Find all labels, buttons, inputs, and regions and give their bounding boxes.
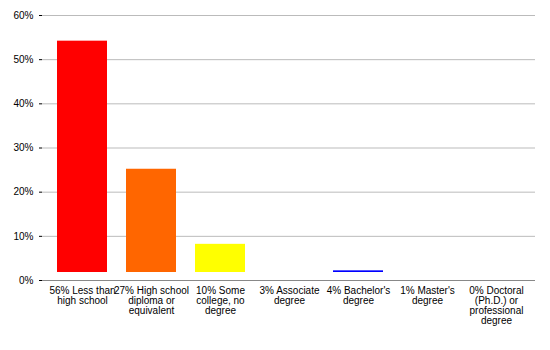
svg-text:10% Somecollege, nodegree: 10% Somecollege, nodegree [196, 285, 245, 316]
svg-text:1% Master'sdegree: 1% Master'sdegree [400, 285, 455, 306]
svg-text:27% High schooldiploma orequiv: 27% High schooldiploma orequivalent [114, 285, 189, 316]
svg-text:56% Less thanhigh school: 56% Less thanhigh school [49, 285, 115, 306]
svg-text:30%: 30% [13, 142, 33, 153]
svg-text:4% Bachelor'sdegree: 4% Bachelor'sdegree [327, 285, 391, 306]
svg-text:50%: 50% [13, 54, 33, 65]
svg-text:0% Doctoral(Ph.D.) orprofessio: 0% Doctoral(Ph.D.) orprofessionaldegree [469, 285, 523, 326]
svg-text:3% Associatedegree: 3% Associatedegree [259, 285, 319, 306]
svg-text:10%: 10% [13, 231, 33, 242]
svg-text:0%: 0% [19, 275, 34, 286]
svg-text:60%: 60% [13, 10, 33, 21]
svg-text:20%: 20% [13, 186, 33, 197]
svg-text:40%: 40% [13, 98, 33, 109]
